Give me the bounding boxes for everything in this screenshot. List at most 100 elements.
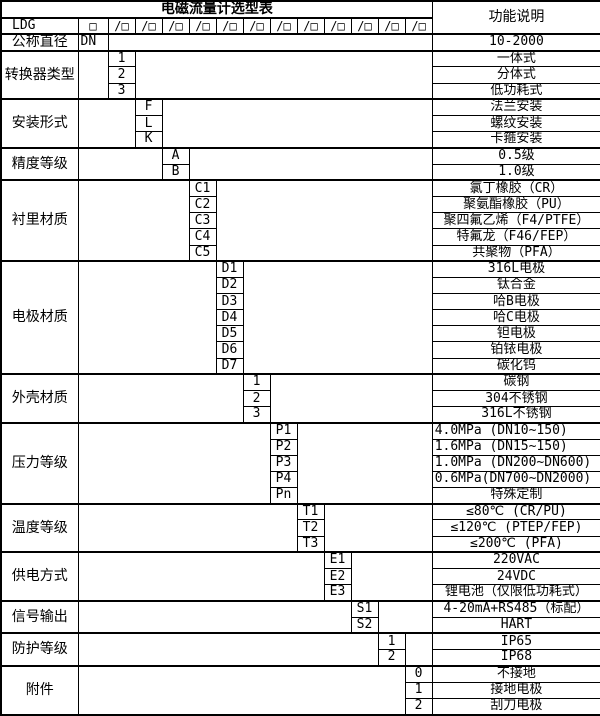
option-code: C1 — [188, 179, 217, 198]
category-label: 转换器类型 — [0, 49, 79, 100]
option-desc: 哈B电极 — [431, 293, 600, 311]
option-code: K — [134, 131, 163, 149]
option-desc: 不接地 — [431, 664, 600, 683]
option-code: P4 — [269, 470, 298, 488]
category-label: 精度等级 — [0, 146, 79, 181]
model-code-box: /□ — [215, 16, 244, 35]
empty-cell — [77, 421, 271, 505]
option-desc: 铂铱电极 — [431, 341, 600, 359]
model-code-box: /□ — [404, 16, 433, 35]
empty-cell — [161, 98, 433, 149]
option-desc: 共聚物（PFA） — [431, 244, 600, 262]
option-code: E3 — [323, 584, 352, 602]
option-desc: 哈C电极 — [431, 309, 600, 327]
option-code: Pn — [269, 486, 298, 505]
option-desc: 1.0级 — [431, 163, 600, 181]
category-label: 电极材质 — [0, 260, 79, 375]
category-label: 压力等级 — [0, 421, 79, 505]
category-label: 安装形式 — [0, 98, 79, 149]
option-desc: 碳钢 — [431, 373, 600, 392]
empty-cell — [77, 551, 325, 602]
empty-cell — [215, 179, 433, 262]
empty-cell — [134, 49, 433, 100]
option-desc: IP65 — [431, 632, 600, 651]
option-desc: 接地电极 — [431, 681, 600, 699]
option-code: D3 — [215, 293, 244, 311]
option-desc: 聚氨酯橡胶（PU） — [431, 196, 600, 214]
option-code: C3 — [188, 212, 217, 230]
option-code: 1 — [404, 681, 433, 699]
model-code-box: /□ — [377, 16, 406, 35]
option-desc: 钛合金 — [431, 276, 600, 295]
option-code: E2 — [323, 568, 352, 586]
option-code: D2 — [215, 276, 244, 295]
model-code-box: /□ — [350, 16, 379, 35]
category-label: 公称直径 — [0, 32, 79, 52]
option-code: 1 — [107, 49, 136, 68]
option-code: DN — [77, 32, 109, 52]
option-desc: 卡箍安装 — [431, 131, 600, 149]
option-code: D1 — [215, 260, 244, 279]
option-desc: 螺纹安装 — [431, 115, 600, 133]
option-code: 2 — [377, 649, 406, 667]
empty-cell — [77, 632, 379, 667]
empty-cell — [77, 502, 298, 553]
empty-cell — [77, 98, 136, 149]
option-desc: 低功耗式 — [431, 82, 600, 100]
option-desc: 10-2000 — [431, 32, 600, 52]
empty-cell — [77, 373, 244, 424]
option-code: 0 — [404, 664, 433, 683]
empty-cell — [77, 146, 163, 181]
option-desc: 1.6MPa (DN15~150) — [431, 438, 600, 456]
model-code-box: /□ — [242, 16, 271, 35]
option-code: 2 — [242, 390, 271, 408]
option-desc: 24VDC — [431, 568, 600, 586]
empty-cell — [77, 599, 352, 634]
empty-cell — [77, 49, 109, 100]
option-desc: 316L不锈钢 — [431, 406, 600, 424]
option-code: T1 — [296, 502, 325, 521]
option-desc: ≤80℃ (CR/PU) — [431, 502, 600, 521]
page-title: 电磁流量计选型表 — [0, 0, 433, 19]
option-desc: ≤200℃ (PFA) — [431, 535, 600, 553]
function-desc-header: 功能说明 — [431, 0, 600, 35]
option-code: C2 — [188, 196, 217, 214]
option-code: F — [134, 98, 163, 117]
model-code-box: /□ — [161, 16, 190, 35]
option-desc: 一体式 — [431, 49, 600, 68]
option-code: 3 — [242, 406, 271, 424]
option-desc: 220VAC — [431, 551, 600, 570]
category-label: 防护等级 — [0, 632, 79, 667]
model-code-box: /□ — [188, 16, 217, 35]
category-label: 温度等级 — [0, 502, 79, 553]
option-desc: 碳化钨 — [431, 357, 600, 375]
category-label: 附件 — [0, 664, 79, 716]
empty-cell — [350, 551, 433, 602]
option-desc: 4-20mA+RS485（标配） — [431, 599, 600, 618]
option-desc: 氯丁橡胶（CR） — [431, 179, 600, 198]
option-desc: 刮刀电极 — [431, 697, 600, 716]
model-code-box: /□ — [323, 16, 352, 35]
option-code: T3 — [296, 535, 325, 553]
option-code: A — [161, 146, 190, 165]
model-code-box: □ — [77, 16, 109, 35]
option-desc: 0.6MPa(DN700~DN2000) — [431, 470, 600, 488]
option-desc: 304不锈钢 — [431, 390, 600, 408]
model-prefix-label: LDG — [0, 16, 79, 35]
empty-cell — [107, 32, 433, 52]
option-desc: 钽电极 — [431, 325, 600, 343]
category-label: 供电方式 — [0, 551, 79, 602]
model-code-box: /□ — [107, 16, 136, 35]
option-code: S2 — [350, 616, 379, 634]
option-desc: 聚四氟乙烯（F4/PTFE） — [431, 212, 600, 230]
option-code: P1 — [269, 421, 298, 440]
model-code-box: /□ — [269, 16, 298, 35]
option-code: S1 — [350, 599, 379, 618]
empty-cell — [77, 664, 406, 716]
option-code: B — [161, 163, 190, 181]
option-desc: 4.0MPa (DN10~150) — [431, 421, 600, 440]
option-desc: 特殊定制 — [431, 486, 600, 505]
option-desc: 0.5级 — [431, 146, 600, 165]
model-code-box: /□ — [296, 16, 325, 35]
option-desc: 316L电极 — [431, 260, 600, 279]
